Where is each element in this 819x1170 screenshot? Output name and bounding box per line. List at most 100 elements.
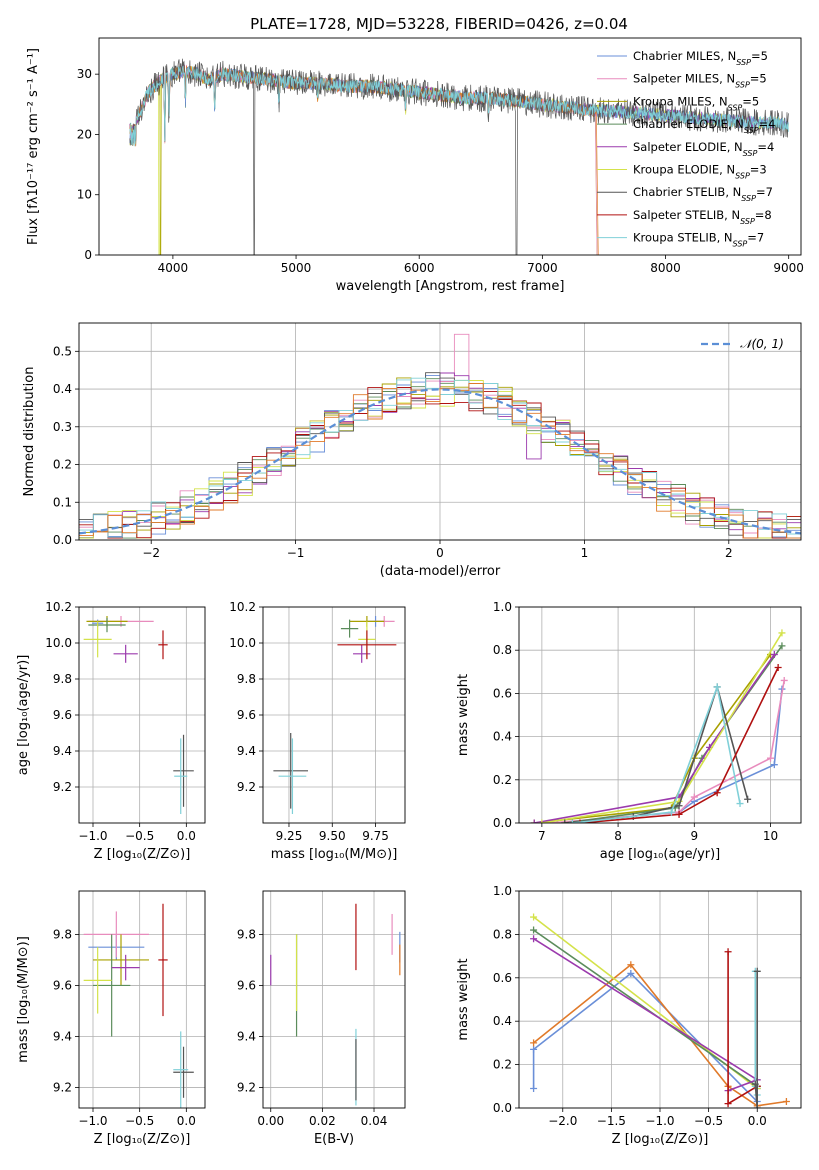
legend-subscript: SSP (728, 103, 743, 112)
massweight-vs-Z-frame (518, 890, 802, 1109)
x-tick-label: 10 (763, 829, 778, 843)
x-tick-label: 7 (538, 829, 546, 843)
y-tick-label: 9.4 (53, 744, 72, 758)
series-line (533, 929, 758, 1087)
age-vs-mass-axes: 9.25 9.50 9.75 9.2 9.4 9.6 9.8 10.0 10.2 (229, 600, 405, 843)
x-tick-label: −1.5 (597, 1114, 626, 1128)
series-marker (713, 789, 721, 797)
legend-entry: Salpeter MILES, NSSP=5 (633, 72, 767, 90)
residual-histogram-step (79, 372, 801, 539)
series-line (549, 680, 785, 823)
residuals-steps (79, 333, 801, 539)
x-tick-label: −2 (142, 546, 160, 560)
x-tick-label: 9.25 (276, 829, 303, 843)
series-marker (675, 810, 683, 818)
series-marker (713, 683, 721, 691)
residual-histogram-step (79, 372, 801, 536)
massweight-vs-Z-ylabel: mass weight (456, 958, 471, 1040)
y-tick-label: 0.0 (493, 816, 512, 830)
x-tick-label: −0.5 (125, 1114, 154, 1128)
series-line (532, 972, 758, 1104)
legend-entry: Chabrier MILES, NSSP=5 (633, 49, 768, 67)
age-vs-Z-frame (78, 606, 206, 824)
figure-title: PLATE=1728, MJD=53228, FIBERID=0426, z=0… (250, 15, 628, 33)
legend-subscript: SSP (736, 58, 751, 67)
y-tick-label: 0 (84, 248, 92, 262)
residual-histogram-step (79, 387, 801, 539)
series-marker (770, 651, 778, 659)
y-tick-label: 0.6 (493, 686, 512, 700)
x-tick-label: −1 (287, 546, 305, 560)
y-tick-label: 9.4 (237, 1030, 256, 1044)
series-line (572, 683, 741, 823)
y-tick-label: 0.1 (53, 495, 72, 509)
y-tick-label: 0.2 (53, 458, 72, 472)
x-tick-label: −0.5 (125, 829, 154, 843)
x-tick-label: 0.04 (361, 1114, 388, 1128)
y-tick-label: 9.6 (237, 708, 256, 722)
legend-subscript: SSP (733, 239, 748, 248)
y-tick-label: 0.8 (493, 927, 512, 941)
y-tick-label: 1.0 (493, 884, 512, 898)
legend-entry: Kroupa ELODIE, NSSP=3 (633, 163, 767, 181)
series-marker (780, 676, 788, 684)
legend-tail: =5 (742, 94, 759, 108)
x-tick-label: 5000 (281, 261, 312, 275)
series-marker (782, 1097, 790, 1105)
series-marker (627, 969, 635, 977)
y-tick-label: 1.0 (493, 600, 512, 614)
y-tick-label: 0.4 (493, 1014, 512, 1028)
y-tick-label: 9.2 (237, 780, 256, 794)
legend-subscript: SSP (741, 194, 756, 203)
x-tick-label: −2.0 (548, 1114, 577, 1128)
legend-entry: Salpeter ELODIE, NSSP=4 (633, 140, 774, 158)
y-tick-label: 30 (77, 67, 92, 81)
legend-entry: Salpeter STELIB, NSSP=8 (633, 208, 772, 226)
x-tick-label: 9.75 (362, 829, 389, 843)
age-vs-mass-points (273, 616, 397, 814)
x-tick-label: 0.0 (177, 829, 196, 843)
spectrum-series-line (129, 65, 789, 147)
series-marker (744, 795, 752, 803)
massweight-vs-age-lines (530, 629, 788, 823)
x-tick-label: 6000 (404, 261, 435, 275)
age-vs-mass-xlabel: mass [log₁₀(M/M⊙)] (271, 847, 398, 862)
series-marker (530, 935, 538, 943)
spectrum-legend: Chabrier MILES, NSSP=5 Salpeter MILES, NS… (597, 49, 775, 248)
massweight-vs-age-xlabel: age [log₁₀(age/yr)] (600, 847, 721, 862)
legend-subscript: SSP (740, 216, 755, 225)
series-marker (751, 1080, 759, 1088)
y-tick-label: 0.3 (53, 420, 72, 434)
mass-vs-Z-points (83, 903, 194, 1108)
residuals-ylabel: Normed distribution (22, 367, 37, 497)
mass-vs-EBV-frame (262, 890, 406, 1109)
series-marker (724, 948, 732, 956)
series-marker (767, 754, 775, 762)
legend-entry: Chabrier ELODIE, NSSP=4 (633, 117, 775, 135)
series-marker (667, 808, 675, 816)
y-tick-label: 9.8 (237, 672, 256, 686)
normal-curve (79, 388, 801, 535)
x-tick-label: −1.0 (78, 1114, 107, 1128)
y-tick-label: 9.4 (237, 744, 256, 758)
age-vs-Z-points (83, 616, 194, 814)
y-tick-label: 9.2 (53, 780, 72, 794)
x-tick-label: 0 (436, 546, 444, 560)
massweight-vs-Z-xlabel: Z [log₁₀(Z/Z⊙)] (612, 1132, 709, 1147)
series-marker (770, 761, 778, 769)
y-tick-label: 10 (77, 188, 92, 202)
x-tick-label: 1 (581, 546, 589, 560)
y-tick-label: 10.2 (229, 600, 256, 614)
spectrum-lines (129, 58, 789, 255)
x-tick-label: 9000 (773, 261, 804, 275)
series-line (579, 667, 779, 823)
y-tick-label: 9.2 (237, 1081, 256, 1095)
x-tick-label: 4000 (158, 261, 189, 275)
legend-entry: Chabrier STELIB, NSSP=7 (633, 185, 773, 203)
series-marker (561, 819, 569, 823)
series-marker (778, 642, 786, 650)
y-tick-label: 9.6 (53, 978, 72, 992)
y-tick-label: 0.4 (53, 382, 72, 396)
series-marker (530, 1045, 538, 1053)
